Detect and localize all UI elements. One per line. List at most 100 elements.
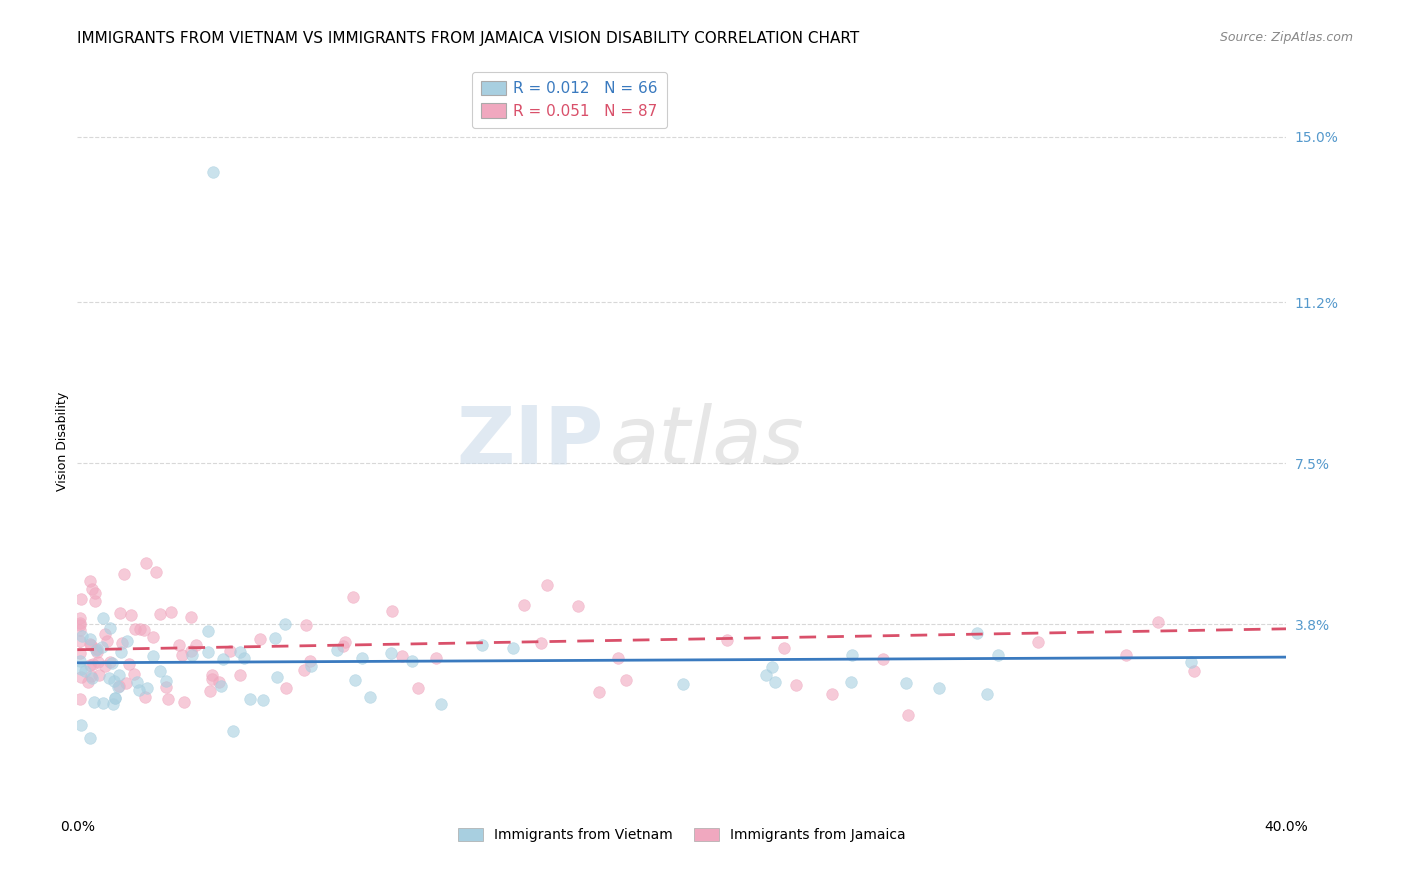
- Point: [160, 606, 183, 620]
- Point: [79, 637, 101, 651]
- Point: [966, 625, 988, 640]
- Point: [299, 659, 322, 673]
- Text: atlas: atlas: [609, 402, 804, 481]
- Point: [127, 675, 149, 690]
- Point: [380, 646, 402, 660]
- Point: [219, 644, 242, 658]
- Point: [97, 671, 120, 685]
- Point: [100, 656, 122, 670]
- Point: [274, 681, 297, 696]
- Point: [80, 582, 103, 597]
- Point: [471, 639, 494, 653]
- Point: [180, 643, 202, 657]
- Point: [530, 635, 553, 649]
- Point: [134, 557, 156, 571]
- Point: [201, 668, 224, 682]
- Text: ZIP: ZIP: [456, 402, 603, 481]
- Text: IMMIGRANTS FROM VIETNAM VS IMMIGRANTS FROM JAMAICA VISION DISABILITY CORRELATION: IMMIGRANTS FROM VIETNAM VS IMMIGRANTS FR…: [77, 31, 859, 46]
- Point: [588, 684, 610, 698]
- Point: [266, 670, 288, 684]
- Point: [381, 605, 404, 619]
- Point: [83, 695, 105, 709]
- Point: [69, 646, 91, 660]
- Point: [614, 673, 637, 688]
- Point: [841, 648, 863, 663]
- Point: [83, 594, 105, 608]
- Point: [98, 621, 121, 635]
- Point: [229, 668, 252, 682]
- Point: [70, 629, 93, 643]
- Point: [401, 654, 423, 668]
- Point: [80, 638, 103, 652]
- Point: [69, 616, 91, 631]
- Point: [142, 630, 165, 644]
- Point: [134, 623, 156, 637]
- Point: [93, 626, 115, 640]
- Point: [70, 662, 93, 676]
- Point: [136, 681, 159, 695]
- Point: [75, 664, 97, 678]
- Point: [155, 674, 177, 689]
- Point: [212, 652, 235, 666]
- Point: [536, 577, 558, 591]
- Point: [1182, 665, 1205, 679]
- Point: [145, 565, 167, 579]
- Point: [79, 574, 101, 588]
- Point: [128, 622, 150, 636]
- Point: [91, 611, 114, 625]
- Point: [117, 633, 139, 648]
- Point: [84, 643, 107, 657]
- Point: [928, 681, 950, 696]
- Point: [86, 645, 108, 659]
- Point: [391, 649, 413, 664]
- Point: [872, 652, 894, 666]
- Point: [112, 566, 135, 581]
- Point: [69, 654, 91, 668]
- Point: [1026, 635, 1049, 649]
- Point: [1146, 615, 1168, 629]
- Point: [1115, 648, 1137, 663]
- Point: [233, 651, 256, 665]
- Point: [69, 617, 91, 632]
- Point: [229, 645, 252, 659]
- Point: [274, 617, 297, 632]
- Point: [114, 676, 136, 690]
- Point: [98, 655, 121, 669]
- Point: [209, 679, 232, 693]
- Point: [87, 668, 110, 682]
- Point: [156, 691, 179, 706]
- Point: [155, 680, 177, 694]
- Point: [93, 696, 115, 710]
- Point: [425, 650, 447, 665]
- Point: [332, 639, 354, 653]
- Point: [104, 691, 127, 706]
- Point: [120, 607, 142, 622]
- Point: [169, 638, 191, 652]
- Point: [79, 632, 101, 646]
- Point: [1180, 655, 1202, 669]
- Point: [84, 586, 107, 600]
- Point: [103, 674, 125, 689]
- Point: [252, 693, 274, 707]
- Point: [987, 648, 1010, 663]
- Point: [87, 655, 110, 669]
- Point: [107, 681, 129, 695]
- Point: [180, 609, 202, 624]
- Point: [976, 687, 998, 701]
- Point: [350, 651, 373, 665]
- Point: [94, 659, 117, 673]
- Point: [298, 654, 321, 668]
- Point: [198, 684, 221, 698]
- Point: [325, 642, 347, 657]
- Point: [69, 691, 91, 706]
- Point: [96, 634, 118, 648]
- Point: [104, 690, 127, 705]
- Point: [761, 660, 783, 674]
- Y-axis label: Vision Disability: Vision Disability: [56, 392, 69, 491]
- Point: [77, 675, 100, 690]
- Point: [430, 697, 453, 711]
- Point: [207, 674, 229, 689]
- Point: [359, 690, 381, 704]
- Point: [79, 731, 101, 746]
- Point: [897, 708, 920, 723]
